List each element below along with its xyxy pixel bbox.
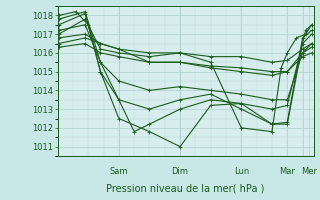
Text: Dim: Dim: [172, 167, 188, 176]
Text: Lun: Lun: [234, 167, 249, 176]
Text: Mar: Mar: [279, 167, 295, 176]
Text: Pression niveau de la mer( hPa ): Pression niveau de la mer( hPa ): [107, 184, 265, 194]
Text: Mer: Mer: [301, 167, 317, 176]
Text: Sam: Sam: [109, 167, 128, 176]
